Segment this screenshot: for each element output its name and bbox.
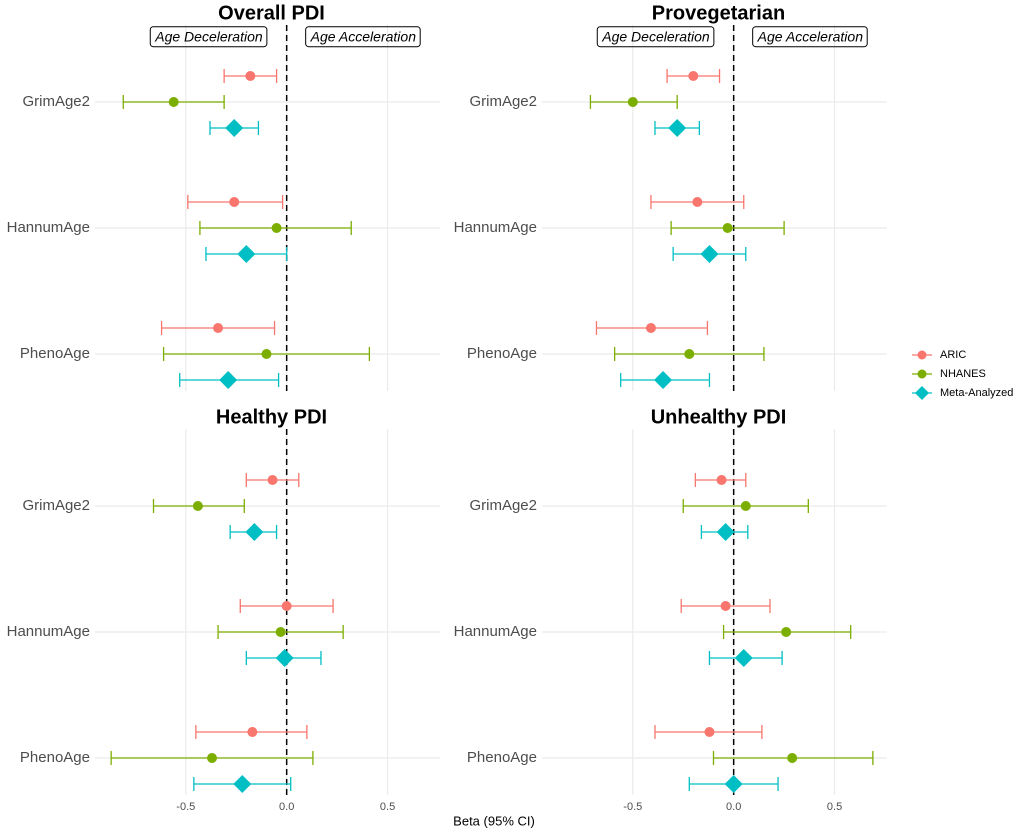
y-tick-label: GrimAge2 [469,93,537,110]
legend-marker [917,369,927,379]
point [168,97,179,107]
point [716,475,727,485]
x-tick-label: -0.5 [176,801,195,813]
point [281,601,292,611]
x-tick-label: 0.0 [279,801,294,813]
point [245,523,264,541]
point [237,245,256,263]
annotation: Age Deceleration [601,29,710,45]
y-tick-label: HannumAge [7,623,90,640]
point [781,627,792,637]
x-tick-label: -0.5 [623,801,642,813]
point [245,71,256,81]
point [247,727,258,737]
x-axis-label: Beta (95% CI) [453,813,535,828]
y-tick-label: GrimAge2 [22,497,90,514]
point [654,371,673,389]
point [213,323,224,333]
point [716,523,735,541]
y-tick-label: PhenoAge [467,749,537,766]
y-tick-label: PhenoAge [20,749,90,766]
point [192,501,203,511]
point [740,501,751,511]
legend-label: Meta-Analyzed [940,387,1013,399]
y-tick-label: PhenoAge [467,345,537,362]
point [668,119,687,137]
point [724,775,743,793]
annotation-box [752,26,868,48]
point [720,601,731,611]
point [229,197,240,207]
annotation-box [305,26,421,48]
point [692,197,703,207]
panel-title: Unhealthy PDI [651,406,787,428]
point [261,349,272,359]
panel-title: Provegetarian [652,2,785,24]
point [734,649,753,667]
point [787,753,798,763]
x-tick-label: 0.5 [380,801,395,813]
y-tick-label: HannumAge [454,623,537,640]
legend-marker [917,350,927,360]
y-tick-label: HannumAge [7,219,90,236]
legend-label: ARIC [940,349,966,361]
point [684,349,695,359]
point [704,727,715,737]
point [207,753,218,763]
point [271,223,282,233]
x-tick-label: 0.0 [726,801,741,813]
point [233,775,252,793]
annotation-box [596,26,715,48]
panel-title: Healthy PDI [216,406,327,428]
point [267,475,278,485]
point [225,119,244,137]
point [688,71,699,81]
point [722,223,733,233]
point [275,627,286,637]
y-tick-label: PhenoAge [20,345,90,362]
panel-title: Overall PDI [218,2,325,24]
x-tick-label: 0.5 [827,801,842,813]
legend-label: NHANES [940,368,986,380]
y-tick-label: HannumAge [454,219,537,236]
y-tick-label: GrimAge2 [469,497,537,514]
point [645,323,656,333]
point [627,97,638,107]
legend-marker [915,386,929,400]
point [700,245,719,263]
point [275,649,294,667]
annotation: Age Acceleration [310,29,417,45]
annotation: Age Acceleration [757,29,864,45]
point [219,371,238,389]
y-tick-label: GrimAge2 [22,93,90,110]
annotation-box [149,26,268,48]
annotation: Age Deceleration [154,29,263,45]
